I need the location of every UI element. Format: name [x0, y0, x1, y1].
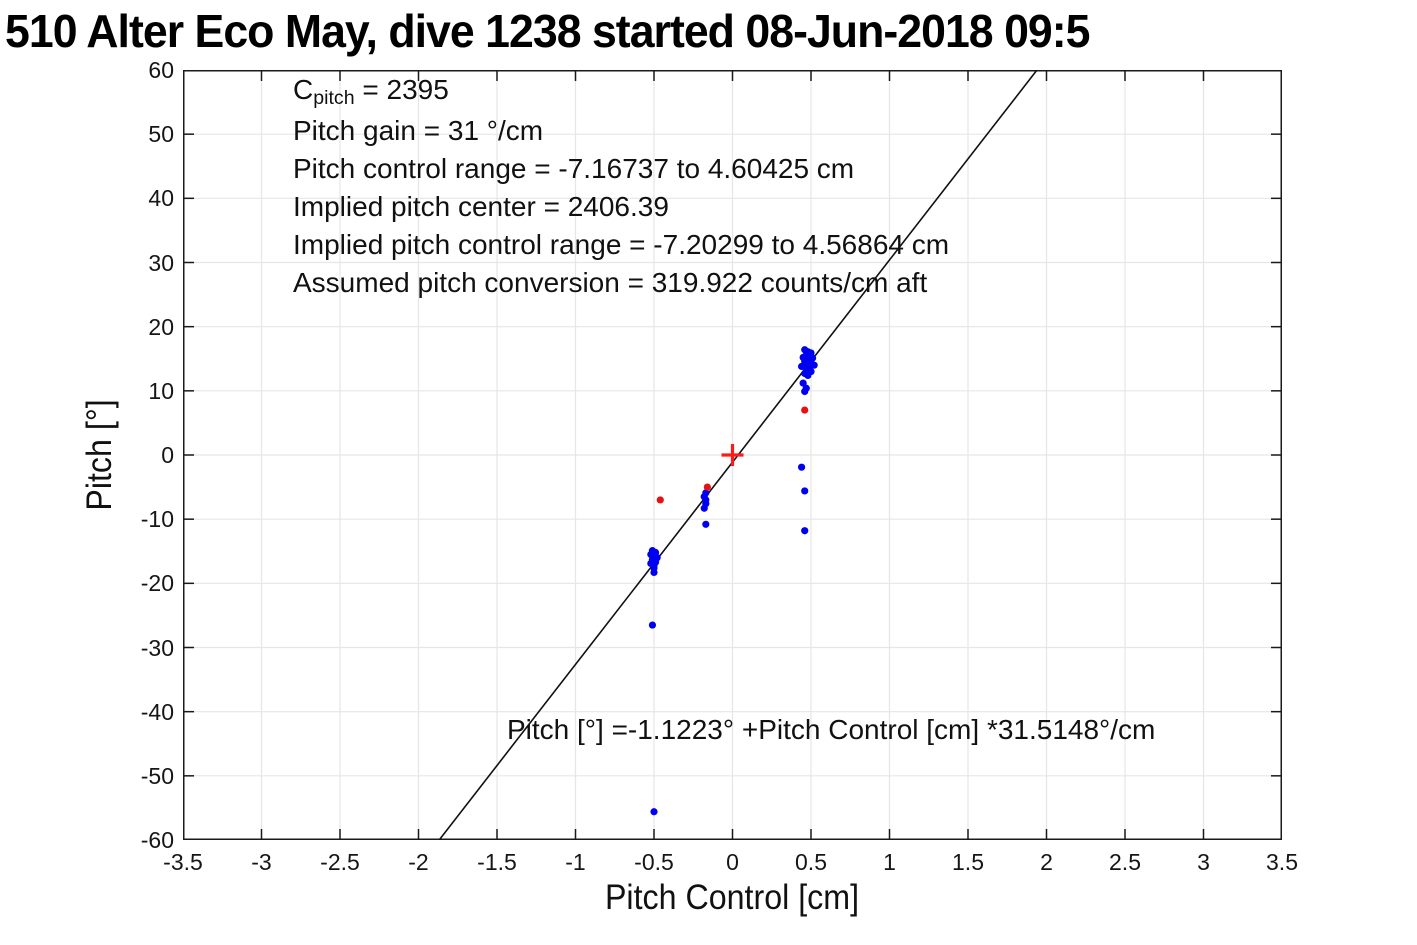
- x-tick-label: -2: [408, 849, 429, 875]
- data-point: [801, 387, 809, 396]
- calibration-annotations: Cpitch = 2395 Pitch gain = 31 °/cm Pitch…: [293, 71, 949, 302]
- y-tick-label: -20: [140, 570, 174, 597]
- x-tick-label: 1: [883, 849, 896, 875]
- x-tick-label: 0: [726, 849, 739, 875]
- x-tick-label: -1: [565, 849, 586, 875]
- y-tick-label: -50: [140, 762, 174, 789]
- data-point: [801, 487, 809, 495]
- data-point: [702, 520, 710, 528]
- axes-box: [183, 70, 1282, 840]
- y-tick-label: 20: [148, 313, 174, 340]
- x-tick-label: 3.5: [1266, 849, 1298, 875]
- c-pitch-subscript: pitch: [313, 87, 355, 110]
- c-pitch-base: C: [293, 74, 314, 105]
- x-tick-label: -3: [251, 849, 272, 875]
- data-point: [656, 496, 664, 504]
- x-tick-label: -0.5: [634, 849, 674, 875]
- x-tick-label: 2.5: [1109, 849, 1141, 875]
- x-tick-label: -2.5: [320, 849, 360, 875]
- x-tick-label: 3: [1197, 849, 1210, 875]
- x-tick-label: -3.5: [163, 849, 203, 875]
- origin-cross-marker: [721, 444, 744, 466]
- data-point: [801, 406, 809, 414]
- y-tick-label: -30: [140, 634, 174, 661]
- x-tick-label: 2: [1040, 849, 1053, 875]
- figure-title: 510 Alter Eco May, dive 1238 started 08-…: [5, 5, 1090, 57]
- data-point: [650, 808, 658, 816]
- data-point: [797, 463, 806, 471]
- y-tick-label: 0: [161, 442, 174, 468]
- c-pitch-value: = 2395: [354, 74, 449, 105]
- y-tick-label: -40: [140, 698, 174, 725]
- y-tick-label: 50: [148, 121, 174, 148]
- annotation-implied-pitch-control-range: Implied pitch control range = -7.20299 t…: [293, 229, 950, 260]
- annotation-assumed-pitch-conversion: Assumed pitch conversion = 319.922 count…: [293, 267, 928, 298]
- fit-equation-label: Pitch [°] =-1.1223° +Pitch Control [cm] …: [507, 714, 1156, 745]
- y-tick-label: -10: [140, 506, 174, 533]
- data-point: [650, 568, 658, 577]
- annotation-implied-pitch-center: Implied pitch center = 2406.39: [293, 191, 669, 222]
- y-tick-label: -60: [140, 827, 174, 853]
- data-point: [700, 504, 708, 512]
- y-tick-label: 40: [148, 185, 174, 212]
- y-tick-label: 10: [148, 377, 174, 404]
- plot-canvas: [183, 70, 1282, 840]
- y-tick-label: 30: [148, 249, 174, 276]
- data-point: [801, 527, 809, 535]
- annotation-pitch-control-range: Pitch control range = -7.16737 to 4.6042…: [293, 153, 855, 184]
- data-point: [703, 483, 711, 491]
- data-point: [804, 371, 812, 380]
- y-tick-label: 60: [148, 57, 174, 83]
- x-tick-label: 1.5: [952, 849, 984, 875]
- x-axis-label: Pitch Control [cm]: [604, 878, 860, 917]
- annotation-c-pitch: Cpitch = 2395: [293, 71, 949, 112]
- x-tick-label: 0.5: [795, 849, 827, 875]
- x-tick-label: -1.5: [477, 849, 517, 875]
- data-point: [648, 621, 657, 629]
- annotation-pitch-gain: Pitch gain = 31 °/cm: [293, 115, 544, 146]
